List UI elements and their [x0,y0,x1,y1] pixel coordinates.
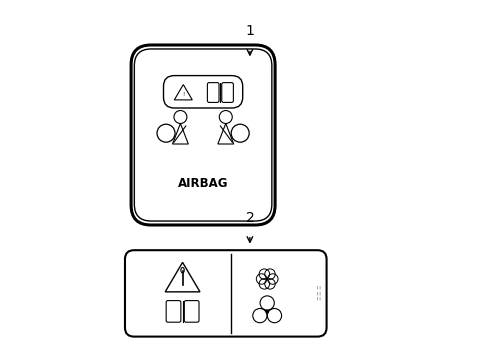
Text: 2: 2 [245,211,254,225]
Text: AIRBAG: AIRBAG [178,177,228,190]
Text: 1: 1 [245,24,254,38]
Text: !: ! [182,92,184,97]
Text: | |
| |
| |: | | | | | | [316,286,320,301]
Circle shape [265,310,268,313]
